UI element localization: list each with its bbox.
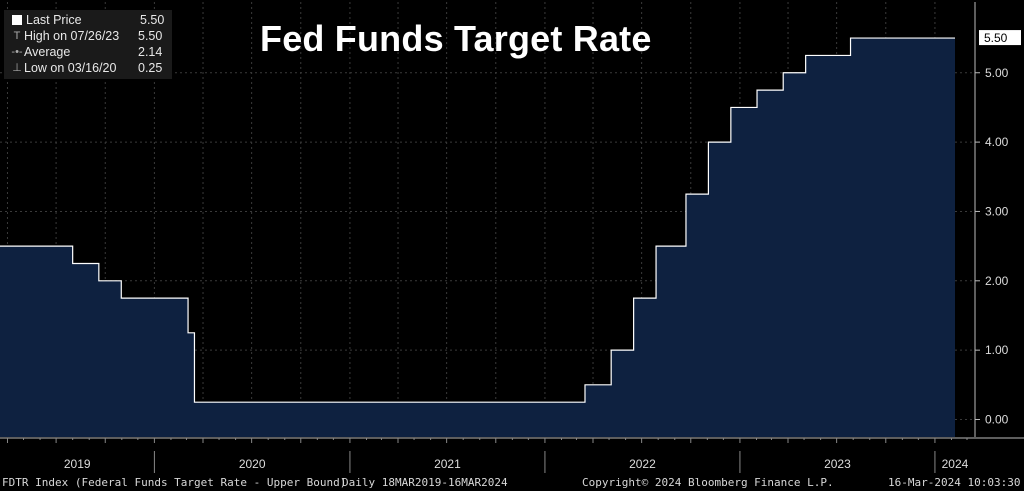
x-tick-label: 2019 (64, 457, 91, 471)
high-marker-icon: T (13, 30, 21, 42)
rate-step-line (0, 37, 955, 403)
footer-copyright: Copyright© 2024 Bloomberg Finance L.P. (582, 476, 834, 489)
x-axis-band (0, 439, 1024, 473)
x-tick-label: 2024 (942, 457, 969, 471)
legend-last-swatch (12, 15, 22, 25)
x-tick-label: 2021 (434, 457, 461, 471)
average-marker-icon: -•- (11, 46, 23, 58)
x-tick-label: 2023 (824, 457, 851, 471)
axes: 0.00 1.00 2.00 3.00 4.00 5.00 2019 2020 2021 2022… (0, 2, 1024, 473)
legend-label: Average (24, 45, 71, 59)
y-tick-label: 0.00 (985, 413, 1009, 427)
legend-row-high: T High on 07/26/23 5.50 (10, 28, 164, 44)
y-tick-label: 2.00 (985, 274, 1009, 288)
x-tick-label: 2020 (239, 457, 266, 471)
last-price-label: 5.50 (984, 31, 1008, 45)
y-tick-label: 5.00 (985, 66, 1009, 80)
legend: Last Price 5.50 T High on 07/26/23 5.50 … (4, 10, 173, 79)
y-tick-label: 1.00 (985, 343, 1009, 357)
legend-row-average: -•- Average 2.14 (10, 44, 164, 60)
footer: FDTR Index (Federal Funds Target Rate - … (0, 474, 1024, 491)
legend-value: 0.25 (138, 61, 163, 75)
legend-value: 5.50 (140, 13, 165, 27)
footer-timestamp: 16-Mar-2024 10:03:30 (888, 476, 1021, 489)
y-tick-label: 3.00 (985, 204, 1009, 218)
legend-row-low: ⊥ Low on 03/16/20 0.25 (10, 60, 164, 76)
legend-row-last: Last Price 5.50 (10, 12, 164, 28)
footer-security: FDTR Index (Federal Funds Target Rate - … (2, 476, 347, 489)
x-tick-label: 2022 (629, 457, 656, 471)
legend-label: Last Price (26, 13, 82, 27)
y-tick-label: 4.00 (985, 135, 1009, 149)
rate-area-fill (0, 38, 955, 437)
footer-range: Daily 18MAR2019-16MAR2024 (342, 476, 508, 489)
chart-title: Fed Funds Target Rate (260, 18, 652, 59)
legend-label: High on 07/26/23 (24, 29, 120, 43)
legend-label: Low on 03/16/20 (24, 61, 117, 75)
last-price-tag (979, 30, 1021, 46)
legend-value: 5.50 (138, 29, 163, 43)
low-marker-icon: ⊥ (12, 62, 22, 74)
legend-value: 2.14 (138, 45, 163, 59)
